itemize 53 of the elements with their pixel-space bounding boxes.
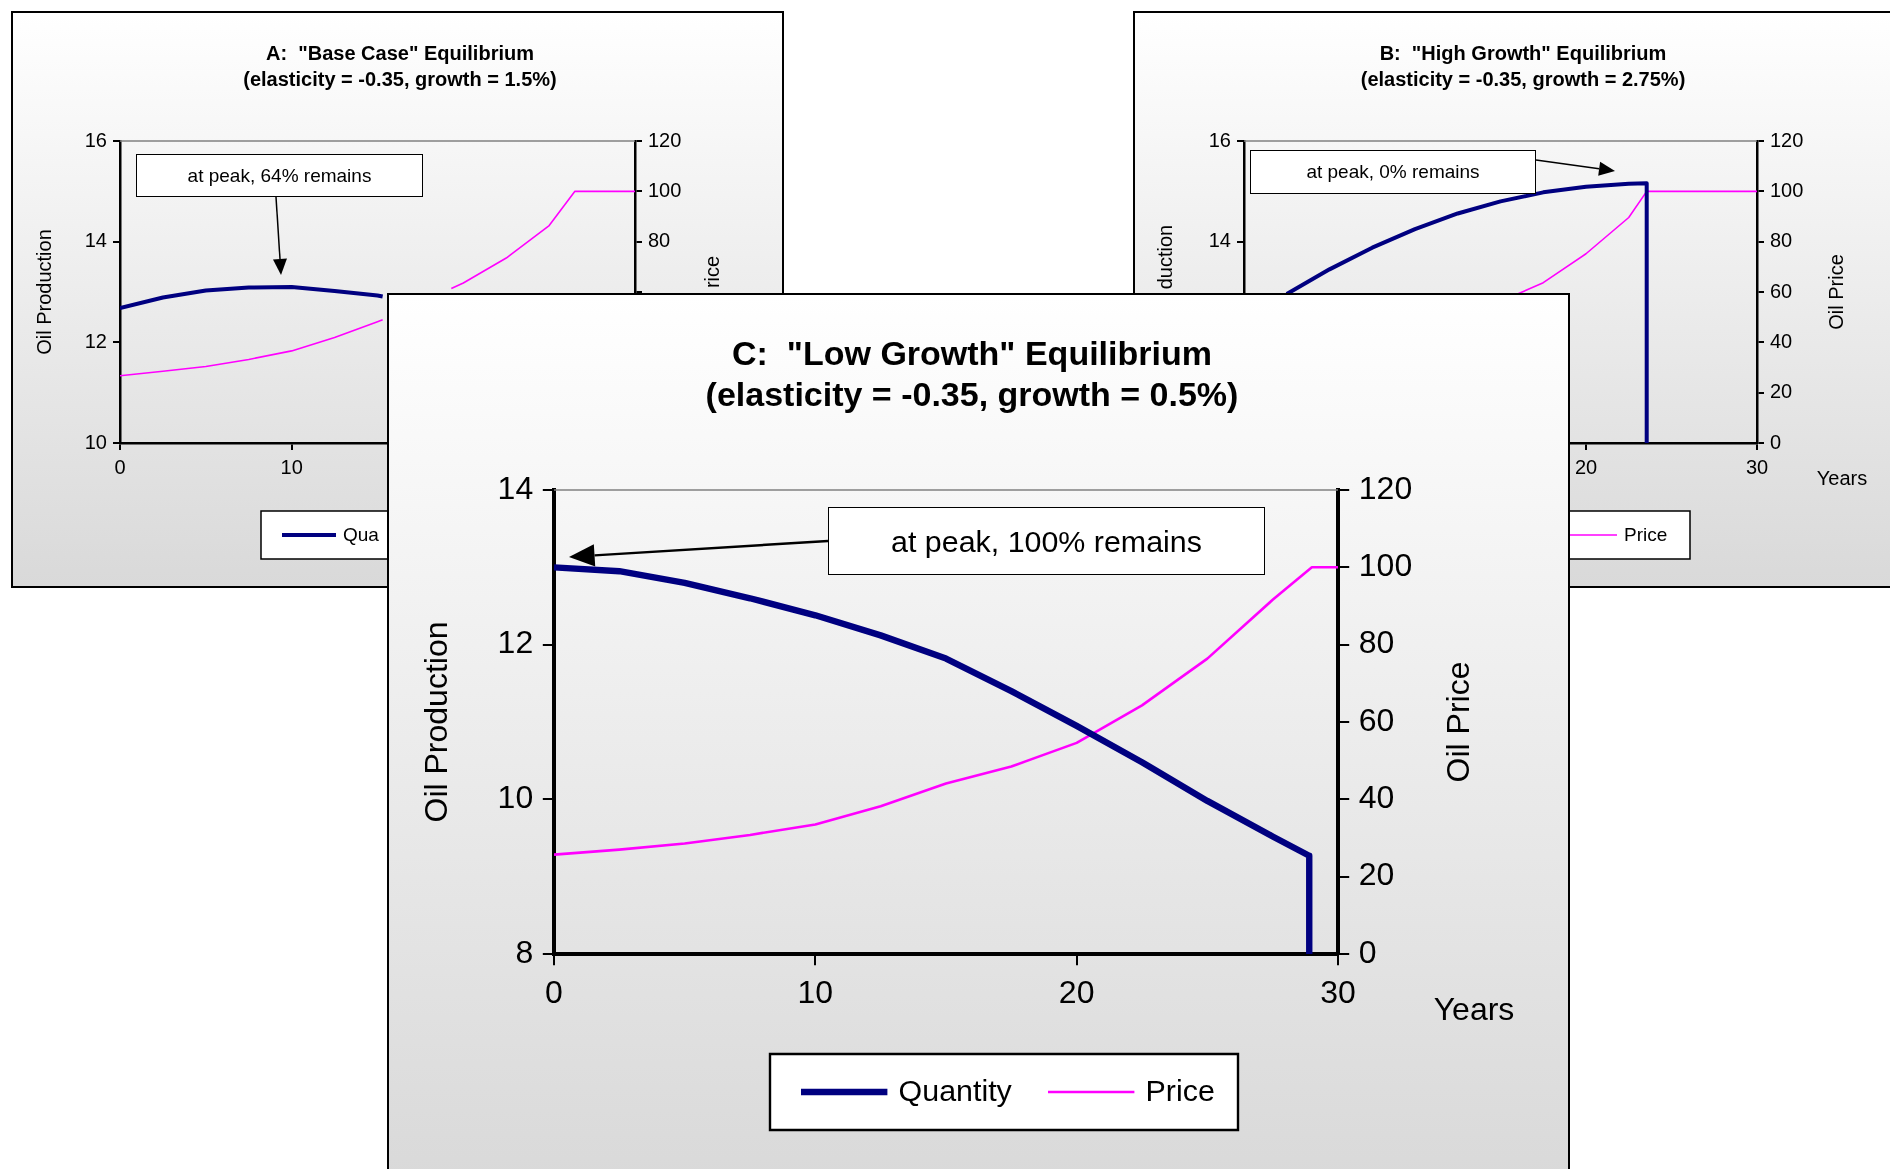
y-axis-title: Oil Production xyxy=(417,621,454,823)
y2-tick-label: 40 xyxy=(1358,779,1395,816)
x-tick-label: 30 xyxy=(1320,973,1356,1010)
y2-tick-label: 80 xyxy=(648,229,671,252)
y-tick-label: 14 xyxy=(497,469,534,506)
y-axis-title: duction xyxy=(1153,224,1176,290)
chart-subtitle: (elasticity = -0.35, growth = 1.5%) xyxy=(243,67,557,90)
legend-label: Price xyxy=(1624,524,1668,546)
legend-label: Quantity xyxy=(898,1073,1013,1108)
chart-subtitle: (elasticity = -0.35, growth = 2.75%) xyxy=(1360,67,1686,90)
chart-title: B: "High Growth" Equilibrium xyxy=(1379,41,1667,64)
x-tick-label: 10 xyxy=(797,973,834,1010)
y2-tick-label: 120 xyxy=(1770,128,1804,151)
y2-tick-label: 0 xyxy=(1770,430,1782,453)
y2-tick-label: 100 xyxy=(1358,547,1413,584)
x-tick-label: 20 xyxy=(1574,455,1598,478)
y2-tick-label: 60 xyxy=(1770,279,1793,302)
y2-tick-label: 20 xyxy=(1770,380,1793,403)
y2-axis-title: Oil Price xyxy=(1439,661,1476,783)
y-tick-label: 14 xyxy=(84,229,107,252)
y2-tick-label: 60 xyxy=(1358,701,1395,738)
y-tick-label: 10 xyxy=(497,779,534,816)
y2-tick-label: 100 xyxy=(1770,178,1804,201)
x-tick-label: 10 xyxy=(280,455,303,478)
x-tick-label: 30 xyxy=(1745,455,1769,478)
x-axis-title: Years xyxy=(1816,466,1868,489)
chart-title: C: "Low Growth" Equilibrium xyxy=(732,334,1212,373)
x-axis-title: Years xyxy=(1433,991,1515,1028)
y-tick-label: 10 xyxy=(84,430,107,453)
y2-tick-label: 80 xyxy=(1770,229,1793,252)
y-tick-label: 16 xyxy=(1208,128,1231,151)
chart-subtitle: (elasticity = -0.35, growth = 0.5%) xyxy=(705,375,1239,414)
y2-tick-label: 100 xyxy=(648,178,682,201)
x-tick-label: 0 xyxy=(545,973,563,1010)
y2-tick-label: 120 xyxy=(648,128,682,151)
y2-axis-title: rice xyxy=(700,255,723,289)
y-tick-label: 12 xyxy=(84,329,107,352)
y-tick-label: 16 xyxy=(84,128,107,151)
y2-tick-label: 40 xyxy=(1770,329,1793,352)
y-axis-title: Oil Production xyxy=(32,229,55,355)
y2-tick-label: 120 xyxy=(1358,469,1413,506)
y2-tick-label: 0 xyxy=(1358,933,1377,970)
legend-label: Qua xyxy=(343,524,380,546)
y2-axis-title: Oil Price xyxy=(1824,254,1847,330)
y-tick-label: 8 xyxy=(515,933,534,970)
x-tick-label: 0 xyxy=(114,455,126,478)
x-tick-label: 20 xyxy=(1058,973,1095,1010)
y2-tick-label: 80 xyxy=(1358,624,1395,661)
y-tick-label: 12 xyxy=(497,624,534,661)
y-tick-label: 14 xyxy=(1208,229,1231,252)
legend-label: Price xyxy=(1145,1073,1215,1108)
y2-tick-label: 20 xyxy=(1358,856,1395,893)
chart-title: A: "Base Case" Equilibrium xyxy=(266,41,534,64)
